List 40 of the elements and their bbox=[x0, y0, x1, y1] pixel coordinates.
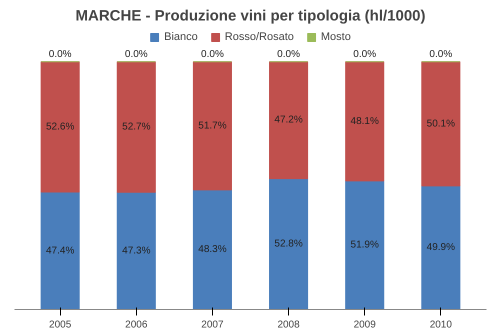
data-label: 0.0% bbox=[48, 48, 72, 60]
bar bbox=[421, 185, 460, 310]
data-label: 52.7% bbox=[122, 122, 151, 133]
x-tick-label: 2010 bbox=[430, 320, 452, 330]
x-tick-label: 2009 bbox=[354, 320, 376, 330]
data-label: 0.0% bbox=[201, 48, 224, 60]
data-label: 47.2% bbox=[274, 114, 303, 126]
bar bbox=[345, 61, 384, 182]
bar bbox=[116, 192, 156, 310]
bar bbox=[40, 192, 80, 310]
data-label: 49.9% bbox=[426, 242, 456, 254]
data-label: 0.0% bbox=[429, 48, 452, 60]
legend-label: Rosso/Rosato bbox=[224, 31, 294, 43]
data-label: 51.9% bbox=[350, 240, 379, 251]
data-label: 51.7% bbox=[198, 120, 227, 132]
x-tick-label: 2008 bbox=[277, 320, 300, 330]
data-label: 52.6% bbox=[46, 121, 74, 132]
legend-label: Mosto bbox=[320, 31, 351, 43]
data-label: 48.3% bbox=[198, 244, 227, 256]
x-tick-label: 2006 bbox=[125, 320, 148, 330]
bar bbox=[269, 178, 308, 310]
data-label: 47.4% bbox=[46, 245, 74, 256]
bar bbox=[116, 61, 156, 193]
data-label: 0.0% bbox=[353, 48, 376, 60]
data-label: 0.0% bbox=[277, 48, 300, 60]
data-label: 47.3% bbox=[122, 245, 151, 256]
bar bbox=[421, 61, 460, 186]
chart-title: MARCHE - Produzione vini per tipologia (hl/1000) bbox=[75, 8, 426, 24]
bar bbox=[192, 189, 232, 310]
x-tick-label: 2005 bbox=[49, 320, 72, 330]
data-label: 52.8% bbox=[274, 238, 303, 250]
data-label: 0.0% bbox=[124, 48, 148, 60]
x-tick-label: 2007 bbox=[201, 320, 224, 330]
data-label: 50.1% bbox=[426, 118, 456, 130]
data-label: 48.1% bbox=[350, 116, 379, 127]
bar bbox=[269, 61, 308, 180]
bar bbox=[40, 61, 80, 193]
bar bbox=[192, 61, 232, 190]
legend-label: Bianco bbox=[164, 31, 198, 43]
bar bbox=[345, 180, 384, 310]
